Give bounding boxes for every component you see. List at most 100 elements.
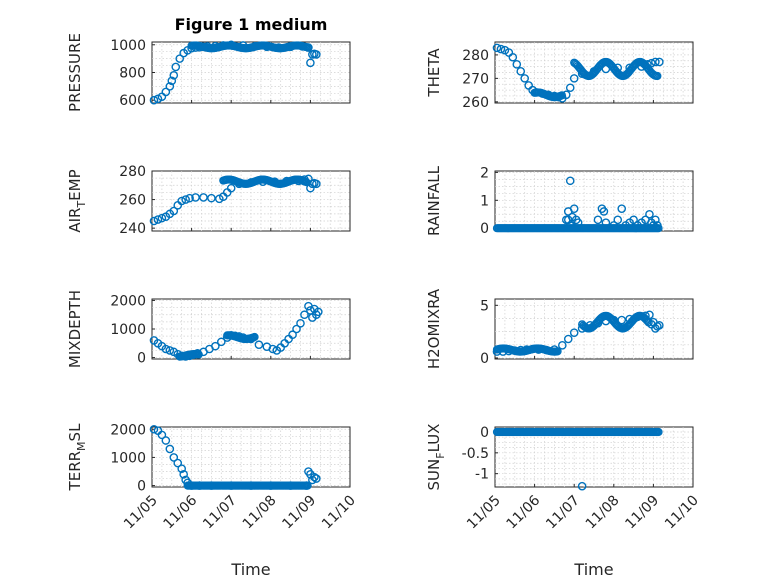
data-point [157, 430, 167, 440]
x-tick-label: 11/06 [161, 492, 201, 532]
data-point [207, 193, 216, 203]
data-point [149, 95, 159, 105]
y-axis-label-rainfall: RAINFALL [425, 165, 443, 236]
data-point [173, 349, 183, 359]
subplot-theta: 260 270 280 THETA [425, 41, 694, 111]
data-point [191, 43, 200, 52]
y-tick-label: 800 [119, 66, 146, 82]
data-point [538, 89, 547, 98]
data-point [282, 176, 291, 186]
data-point [268, 344, 278, 354]
data-point [577, 324, 587, 333]
data-point [298, 42, 307, 51]
figure-title: Figure 1 medium [175, 15, 328, 34]
data-point [181, 195, 190, 204]
data-point [312, 50, 321, 59]
data-point [310, 472, 319, 482]
subplot-sun_flux: 11/05 11/06 11/07 11/08 11/09 11/10 0 -0.5 -1 SUN… [425, 424, 702, 533]
data-point [266, 481, 276, 490]
y-tick-label: 0 [137, 479, 146, 495]
data-point [633, 312, 642, 322]
data-point [654, 427, 663, 437]
axes-frame-rainfall [494, 170, 694, 232]
data-point [625, 63, 634, 73]
y-tick-label: 2000 [110, 293, 146, 309]
data-point [314, 307, 323, 317]
data-point [544, 90, 553, 100]
data-point [250, 41, 260, 51]
data-point [512, 59, 522, 69]
data-point [185, 351, 194, 361]
data-point [563, 334, 573, 344]
y-tick-label: 280 [119, 164, 146, 180]
data-point [161, 344, 171, 354]
data-point [302, 481, 311, 490]
data-point [550, 345, 559, 354]
data-point [609, 221, 619, 230]
subplot-rainfall: 0 1 2 RAINFALL [425, 165, 694, 237]
data-point [593, 215, 603, 225]
data-point [565, 176, 575, 186]
data-point [238, 41, 248, 50]
data-point [226, 183, 236, 193]
data-point [270, 177, 280, 187]
data-point [226, 481, 236, 490]
subplot-air_temp: 240 260 280 AIRTEMP [66, 164, 351, 237]
data-point [181, 352, 190, 361]
x-tick-label: 11/09 [622, 493, 662, 533]
y-tick-label: 260 [119, 193, 146, 209]
data-point [554, 92, 563, 102]
y-axis-label-h2omixra: H2OMIXRA [425, 288, 443, 369]
x-axis-label-right: Time [573, 560, 613, 579]
y-tick-label: 0 [480, 351, 489, 367]
data-point [647, 58, 656, 68]
data-point [300, 310, 309, 320]
y-tick-label: 600 [119, 93, 146, 109]
data-point [613, 215, 623, 225]
data-point [254, 340, 264, 350]
data-point [569, 74, 579, 83]
data-point [645, 209, 654, 219]
data-point [199, 42, 208, 52]
data-point [195, 481, 204, 490]
data-point [165, 346, 175, 355]
y-tick-label: 2 [480, 165, 489, 181]
data-point [211, 41, 220, 51]
data-point [565, 221, 575, 230]
subplot-pressure: 600 800 1000 PRESSURE [66, 33, 351, 112]
data-point [234, 332, 244, 341]
data-point [294, 176, 303, 186]
data-point [211, 341, 220, 351]
data-point [609, 315, 619, 325]
data-point [528, 344, 537, 354]
data-point [312, 179, 321, 189]
data-point [601, 316, 611, 326]
data-point [161, 87, 171, 97]
data-point [157, 213, 167, 223]
data-point [577, 481, 587, 491]
y-tick-label: 280 [462, 48, 489, 64]
y-tick-label: 5 [480, 298, 489, 314]
y-tick-label: 2000 [110, 422, 146, 438]
y-axis-label-theta: THETA [425, 48, 443, 98]
y-axis-label-pressure: PRESSURE [66, 33, 84, 112]
data-point [226, 40, 236, 50]
y-tick-label: 1000 [110, 38, 146, 54]
data-point [655, 57, 664, 67]
data-point [177, 196, 186, 206]
data-point [651, 57, 660, 67]
data-point [177, 351, 186, 361]
data-point [504, 346, 514, 356]
data-point [496, 44, 506, 54]
data-point [274, 43, 284, 52]
y-tick-label: 240 [119, 221, 146, 237]
x-tick-label: 11/05 [464, 493, 504, 533]
data-point [234, 179, 244, 189]
data-point [516, 67, 526, 76]
y-tick-label: 1000 [110, 450, 146, 466]
data-point [258, 177, 268, 187]
data-point [561, 90, 571, 100]
data-point [177, 464, 186, 473]
data-point [199, 193, 208, 202]
